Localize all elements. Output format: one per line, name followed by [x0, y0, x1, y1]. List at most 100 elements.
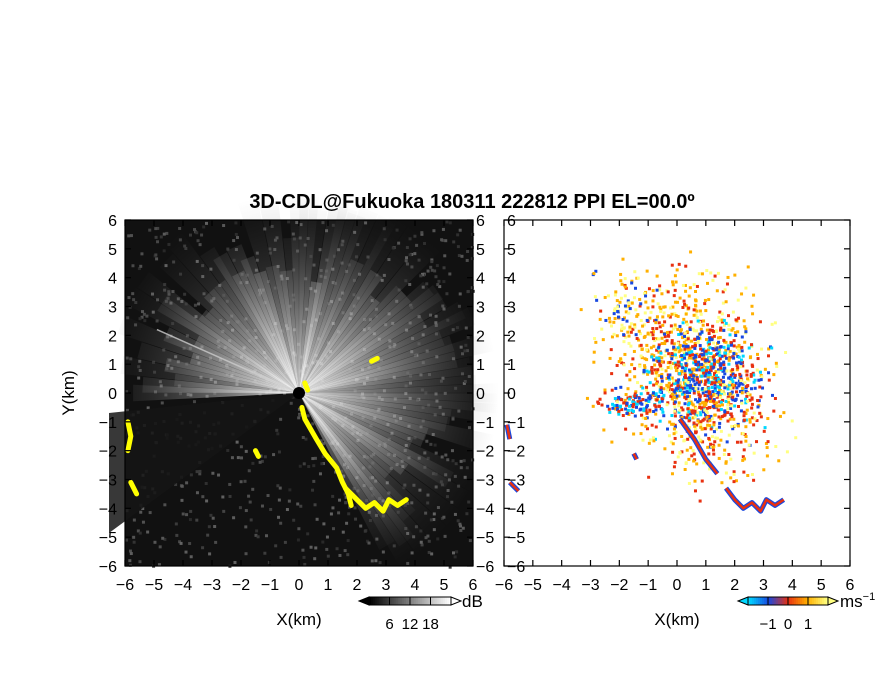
- noise-speck: [444, 453, 448, 457]
- noise-speck: [451, 459, 455, 463]
- velocity-positive-cell: [686, 347, 690, 351]
- noise-speck: [321, 442, 325, 446]
- velocity-negative-cell: [697, 383, 701, 387]
- velocity-positive-cell: [692, 283, 696, 287]
- noise-speck: [255, 529, 259, 533]
- velocity-negative-cell: [729, 341, 733, 345]
- colorbar-swatch: [814, 597, 817, 605]
- velocity-positive-cell: [739, 379, 743, 383]
- velocity-positive-cell: [772, 409, 776, 413]
- velocity-positive-cell: [727, 352, 731, 356]
- velocity-negative-cell: [688, 386, 692, 390]
- noise-speck: [448, 565, 452, 569]
- noise-speck: [198, 243, 202, 247]
- velocity-positive-cell: [719, 429, 723, 433]
- velocity-positive-cell: [734, 390, 738, 394]
- velocity-positive-cell: [740, 292, 744, 296]
- velocity-negative-cell: [723, 368, 727, 372]
- velocity-positive-cell: [707, 452, 711, 456]
- y-tick-label-inner: −4: [476, 501, 494, 518]
- velocity-positive-cell: [622, 363, 626, 367]
- velocity-positive-cell: [734, 318, 738, 322]
- colorbar-swatch: [768, 597, 771, 605]
- velocity-north-cell: [607, 316, 611, 320]
- velocity-negative-cell: [657, 359, 661, 363]
- velocity-negative-cell: [706, 419, 710, 423]
- velocity-negative-cell: [700, 348, 704, 352]
- velocity-negative-cell: [731, 398, 735, 402]
- noise-speck: [137, 267, 141, 271]
- velocity-negative-cell: [694, 360, 698, 364]
- beam: [299, 269, 383, 393]
- beam: [299, 223, 426, 393]
- velocity-negative-cell: [713, 387, 717, 391]
- colorbar-swatch: [774, 597, 777, 605]
- velocity-positive-cell: [724, 349, 728, 353]
- noise-speck: [347, 512, 351, 516]
- velocity-positive-cell: [765, 446, 769, 450]
- velocity-positive-cell: [669, 394, 673, 398]
- velocity-north-cell: [639, 302, 643, 306]
- velocity-positive-cell: [702, 461, 706, 465]
- velocity-positive-cell: [774, 445, 778, 449]
- velocity-negative-cell: [712, 362, 716, 366]
- velocity-negative-cell: [712, 365, 716, 369]
- velocity-positive-cell: [658, 284, 662, 288]
- velocity-positive-cell: [694, 299, 698, 303]
- velocity-sector-cell: [648, 408, 652, 412]
- noise-speck: [226, 247, 230, 251]
- colorbar-swatch: [822, 597, 825, 605]
- velocity-positive-cell: [705, 411, 709, 415]
- noise-speck: [338, 498, 342, 502]
- velocity-negative-cell: [731, 372, 735, 376]
- velocity-positive-cell: [698, 395, 702, 399]
- velocity-negative-cell: [693, 337, 697, 341]
- velocity-negative-cell: [706, 358, 710, 362]
- velocity-negative-cell: [744, 330, 748, 334]
- velocity-positive-cell: [645, 358, 649, 362]
- velocity-positive-cell: [704, 365, 708, 369]
- velocity-negative-cell: [767, 378, 771, 382]
- velocity-positive-cell: [705, 406, 709, 410]
- velocity-positive-cell: [767, 347, 771, 351]
- velocity-negative-cell: [707, 371, 711, 375]
- noise-speck: [157, 563, 161, 567]
- noise-speck: [448, 221, 452, 225]
- velocity-negative-cell: [687, 368, 691, 372]
- velocity-negative-cell: [688, 388, 692, 392]
- velocity-negative-cell: [730, 377, 734, 381]
- colorbar-swatch: [387, 597, 390, 605]
- velocity-north-cell: [625, 319, 629, 323]
- noise-speck: [189, 473, 193, 477]
- noise-speck: [442, 280, 446, 284]
- colorbar-swatch: [444, 597, 448, 605]
- colorbar-unit-exponent: −1: [863, 591, 876, 603]
- velocity-positive-cell: [712, 421, 716, 425]
- velocity-sector-cell: [651, 391, 655, 395]
- velocity-positive-cell: [705, 415, 709, 419]
- noise-speck: [181, 512, 185, 516]
- noise-speck: [353, 506, 357, 510]
- velocity-positive-cell: [669, 366, 673, 370]
- velocity-negative-cell: [696, 335, 700, 339]
- velocity-positive-cell: [724, 300, 728, 304]
- velocity-positive-cell: [750, 416, 754, 420]
- velocity-positive-cell: [643, 364, 647, 368]
- velocity-positive-cell: [665, 383, 669, 387]
- noise-speck: [217, 473, 221, 477]
- noise-speck: [197, 302, 201, 306]
- colorbar-swatch: [756, 597, 759, 605]
- y-tick-label-inner: −2: [476, 444, 494, 461]
- colorbar-swatch: [383, 597, 386, 605]
- colorbar-swatch: [432, 597, 436, 605]
- velocity-positive-cell: [684, 304, 688, 308]
- noise-speck: [232, 239, 236, 243]
- velocity-positive-cell: [666, 365, 670, 369]
- velocity-negative-cell: [683, 373, 687, 377]
- velocity-southwest-echo-core: [508, 481, 520, 492]
- noise-speck: [138, 317, 142, 321]
- velocity-positive-cell: [720, 415, 724, 419]
- velocity-positive-cell: [697, 272, 701, 276]
- noise-speck: [438, 285, 442, 289]
- velocity-positive-cell: [748, 393, 752, 397]
